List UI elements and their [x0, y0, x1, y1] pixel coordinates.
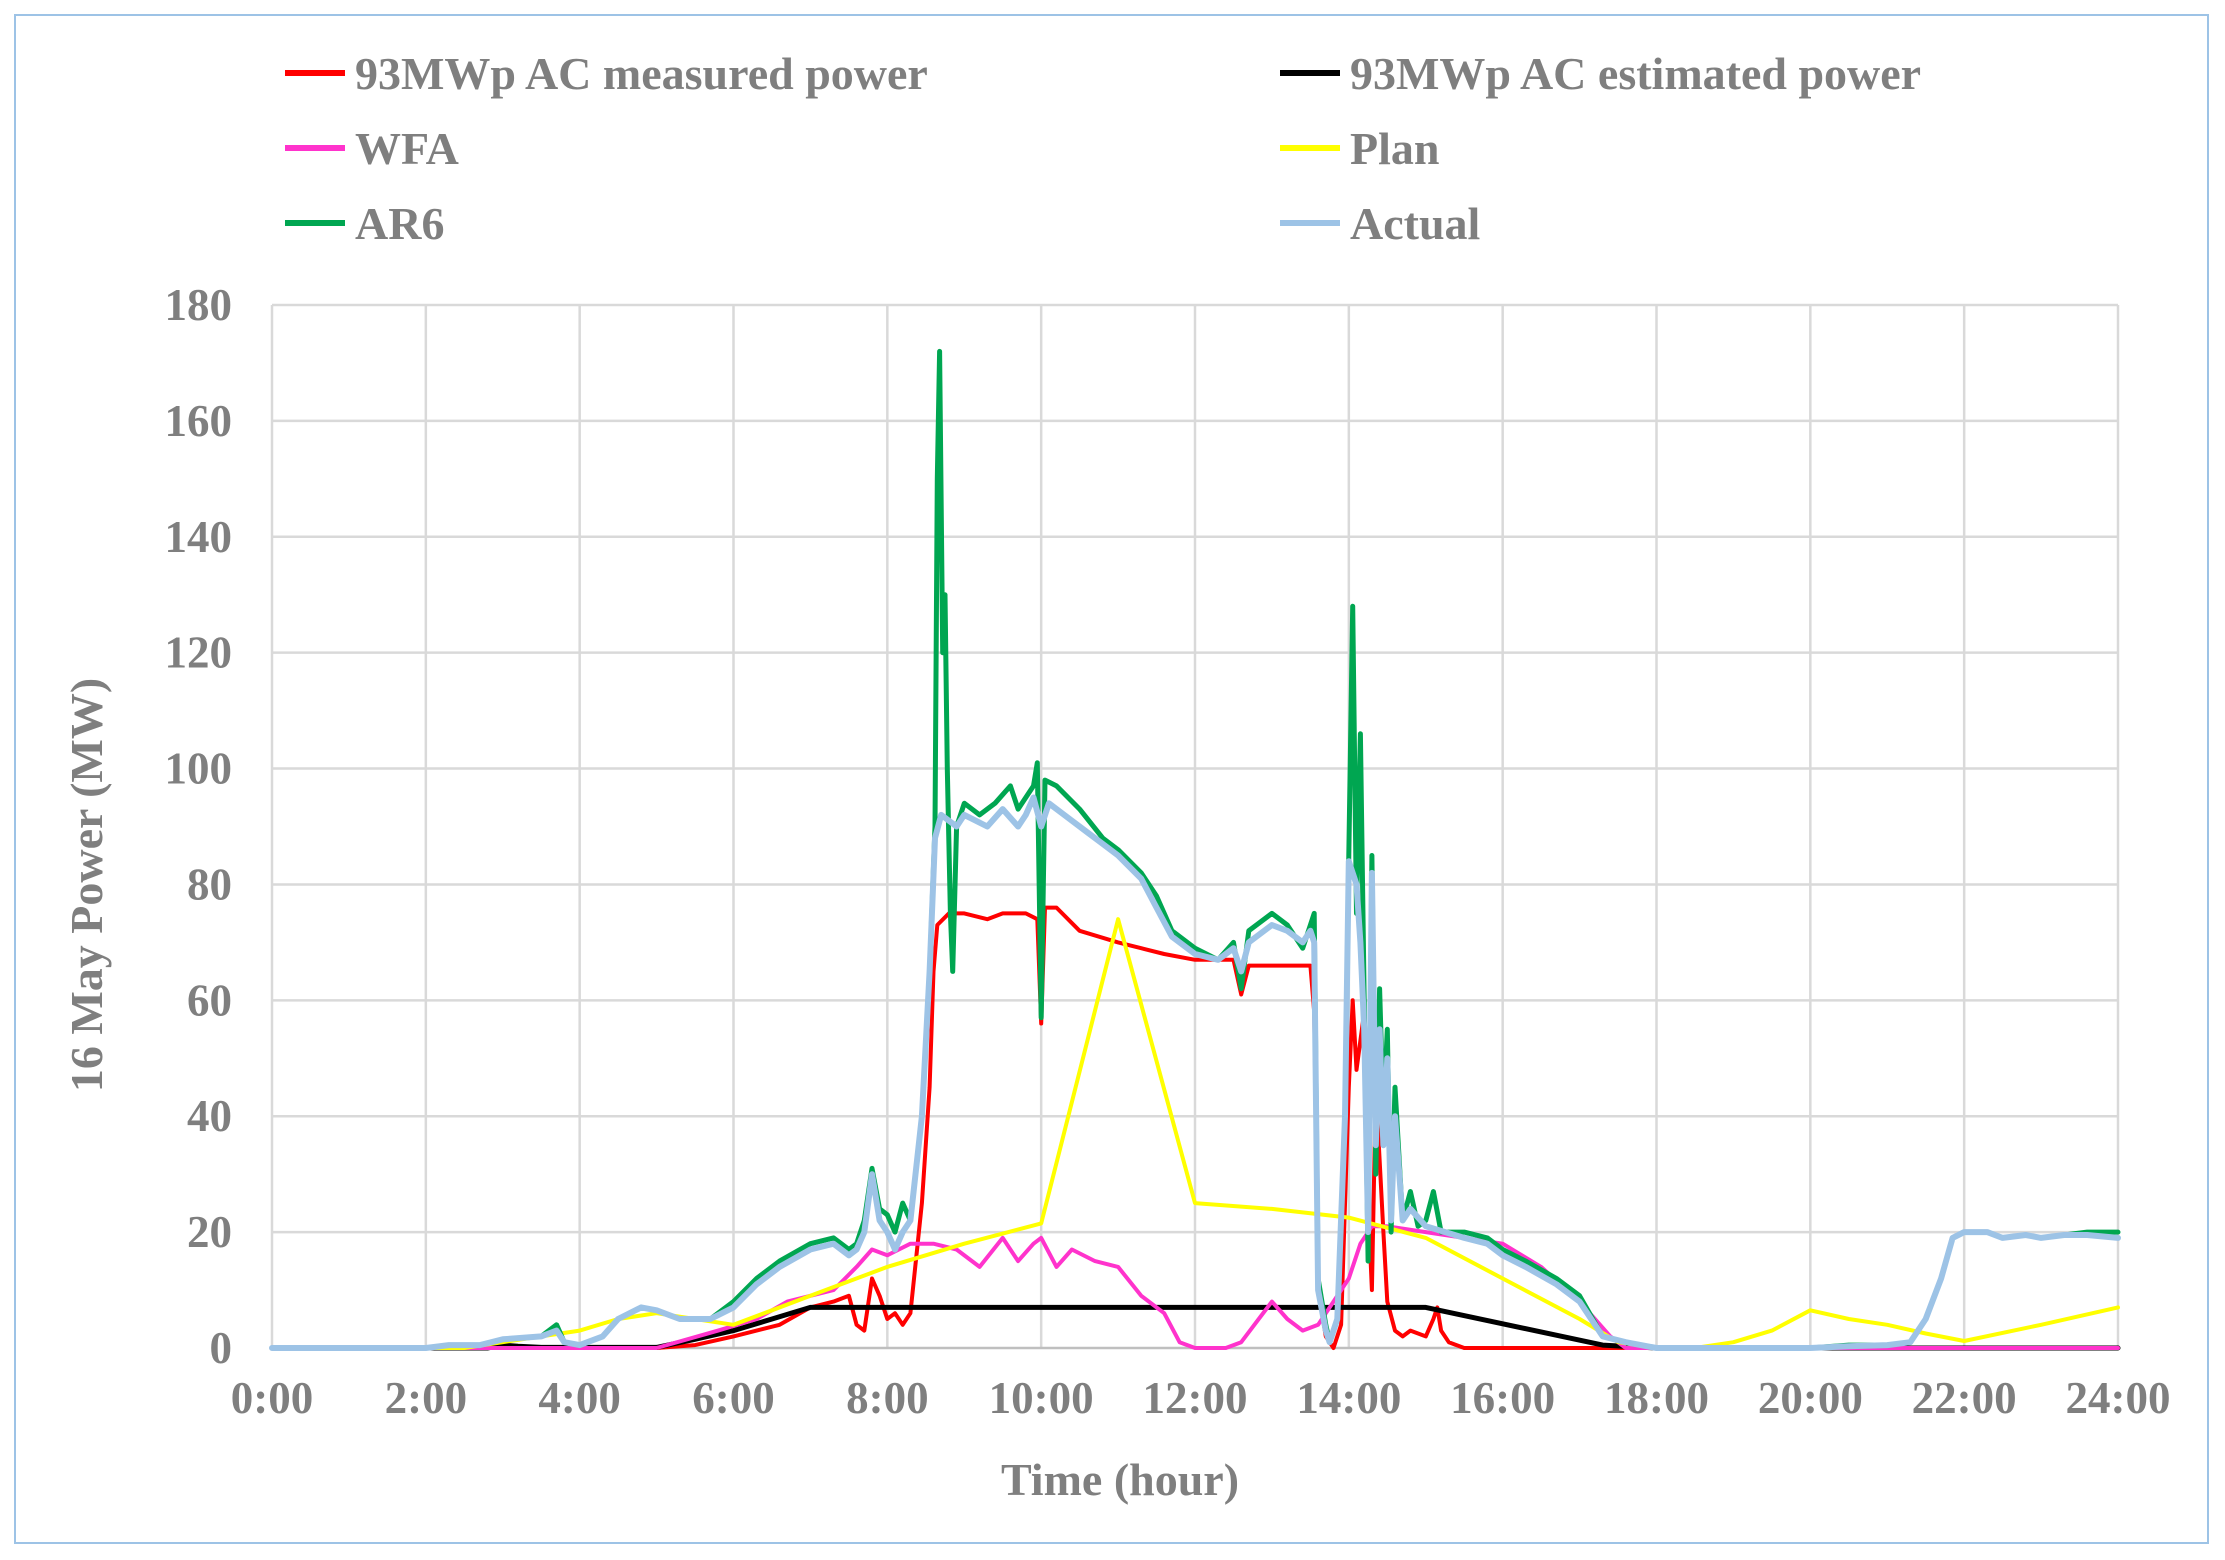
y-tick-label: 0: [210, 1323, 233, 1373]
y-tick-label: 140: [165, 512, 233, 562]
x-tick-label: 18:00: [1604, 1373, 1709, 1423]
x-tick-label: 2:00: [385, 1373, 468, 1423]
x-tick-label: 22:00: [1912, 1373, 2017, 1423]
legend-label-93mwp-ac-estimated-power: 93MWp AC estimated power: [1350, 48, 1921, 99]
y-axis-title: 16 May Power (MW): [61, 678, 112, 1092]
x-tick-label: 10:00: [989, 1373, 1094, 1423]
x-tick-label: 20:00: [1758, 1373, 1863, 1423]
x-tick-label: 6:00: [692, 1373, 775, 1423]
y-tick-label: 160: [165, 396, 233, 446]
x-tick-label: 16:00: [1450, 1373, 1555, 1423]
x-tick-label: 24:00: [2066, 1373, 2171, 1423]
legend-label-actual: Actual: [1350, 198, 1480, 249]
y-tick-label: 20: [187, 1207, 232, 1257]
series-line-actual: [269, 794, 2121, 1351]
legend: 93MWp AC measured power 93MWp AC estimate…: [285, 48, 1921, 249]
y-tick-label: 120: [165, 628, 233, 678]
chart-frame: [14, 14, 2209, 1544]
x-tick-label: 14:00: [1296, 1373, 1401, 1423]
y-tick-label: 60: [187, 975, 232, 1025]
legend-label-ar6: AR6: [355, 198, 444, 249]
x-tick-label: 0:00: [231, 1373, 314, 1423]
series-line-93mwp-ac-estimated-power: [269, 1304, 2121, 1351]
series-layer: [269, 348, 2121, 1351]
grid-layer: [270, 303, 2120, 1350]
x-tick-label: 4:00: [538, 1373, 621, 1423]
legend-label-plan: Plan: [1350, 123, 1439, 174]
y-tick-label: 100: [165, 744, 233, 794]
x-tick-label: 12:00: [1143, 1373, 1248, 1423]
series-line-93mwp-ac-measured-power: [270, 905, 2120, 1350]
legend-label-wfa: WFA: [355, 123, 459, 174]
series-line-wfa: [270, 1224, 2120, 1350]
y-tick-label: 180: [165, 280, 233, 330]
y-tick-label: 80: [187, 859, 232, 909]
legend-label-93mwp-ac-measured-power: 93MWp AC measured power: [355, 48, 928, 99]
tick-layer: 0:00 2:00 4:00 6:00 8:00 10:00 12:00 14:00 16:00…: [165, 280, 2171, 1423]
y-tick-label: 40: [187, 1091, 232, 1141]
x-axis-title: Time (hour): [1001, 1454, 1239, 1505]
x-tick-label: 8:00: [846, 1373, 929, 1423]
